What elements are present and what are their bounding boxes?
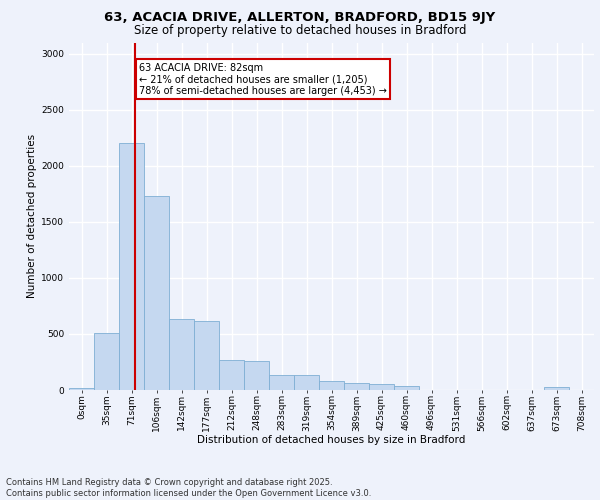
- Text: 63 ACACIA DRIVE: 82sqm
← 21% of detached houses are smaller (1,205)
78% of semi-: 63 ACACIA DRIVE: 82sqm ← 21% of detached…: [139, 62, 387, 96]
- Bar: [269, 376, 294, 390]
- X-axis label: Distribution of detached houses by size in Bradford: Distribution of detached houses by size …: [197, 434, 466, 444]
- Text: Contains HM Land Registry data © Crown copyright and database right 2025.
Contai: Contains HM Land Registry data © Crown c…: [6, 478, 371, 498]
- Bar: [319, 381, 344, 390]
- Bar: [194, 320, 219, 390]
- Text: 63, ACACIA DRIVE, ALLERTON, BRADFORD, BD15 9JY: 63, ACACIA DRIVE, ALLERTON, BRADFORD, BD…: [104, 11, 496, 24]
- Bar: [144, 196, 169, 390]
- Bar: [544, 386, 569, 390]
- Bar: [94, 333, 119, 390]
- Bar: [219, 360, 244, 390]
- Bar: [119, 144, 144, 390]
- Bar: [294, 376, 319, 390]
- Bar: [394, 386, 419, 390]
- Bar: [344, 384, 369, 390]
- Bar: [244, 361, 269, 390]
- Bar: [69, 388, 94, 390]
- Bar: [169, 320, 194, 390]
- Y-axis label: Number of detached properties: Number of detached properties: [27, 134, 37, 298]
- Text: Size of property relative to detached houses in Bradford: Size of property relative to detached ho…: [134, 24, 466, 37]
- Bar: [369, 384, 394, 390]
